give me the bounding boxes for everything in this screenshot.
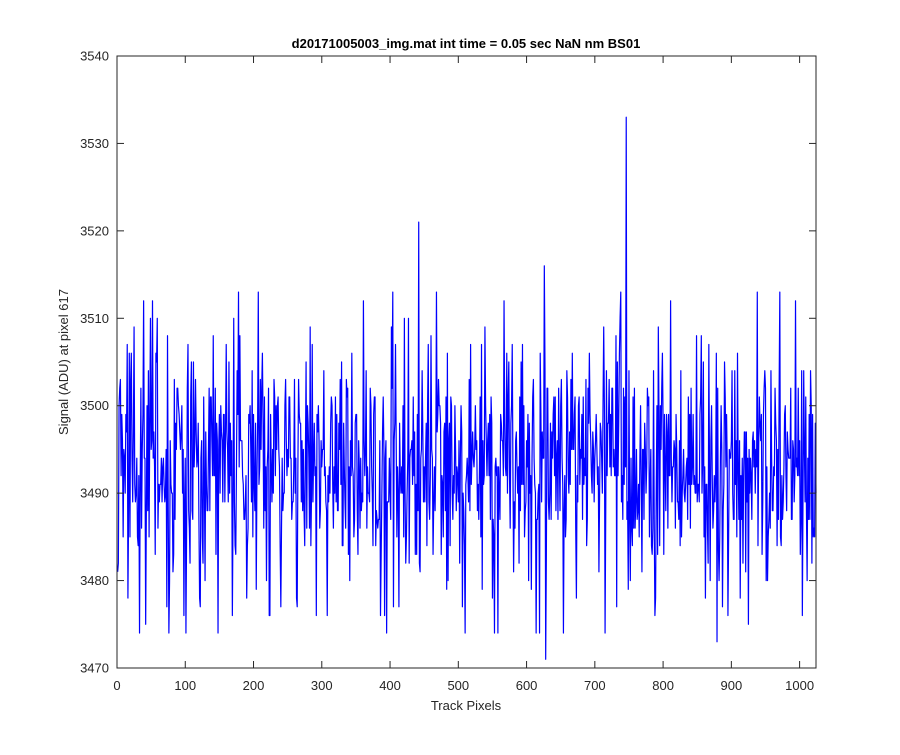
y-tick-label: 3530 [80,136,109,151]
x-tick-label: 400 [379,678,401,693]
y-tick-label: 3470 [80,661,109,676]
y-axis-label: Signal (ADU) at pixel 617 [56,289,71,435]
x-tick-label: 800 [652,678,674,693]
y-tick-label: 3480 [80,573,109,588]
y-tick-label: 3500 [80,398,109,413]
x-tick-label: 700 [584,678,606,693]
y-tick-label: 3510 [80,311,109,326]
x-tick-label: 900 [721,678,743,693]
y-tick-label: 3490 [80,486,109,501]
series-layer [117,116,817,660]
x-tick-label: 600 [516,678,538,693]
x-tick-label: 0 [113,678,120,693]
series-line-0 [117,116,817,660]
x-tick-label: 500 [447,678,469,693]
plot-area-background [117,56,816,668]
x-tick-label: 200 [243,678,265,693]
chart-title: d20171005003_img.mat int time = 0.05 sec… [292,36,641,51]
y-tick-label: 3540 [80,49,109,64]
x-tick-label: 300 [311,678,333,693]
y-tick-label: 3520 [80,223,109,238]
x-tick-label: 1000 [785,678,814,693]
x-tick-label: 100 [174,678,196,693]
x-axis-label: Track Pixels [431,698,502,713]
axes-box [116,55,817,669]
ticks-layer: 0 100 200 300 400 500 600 700 800 900 1000 3470 3480… [80,49,816,693]
